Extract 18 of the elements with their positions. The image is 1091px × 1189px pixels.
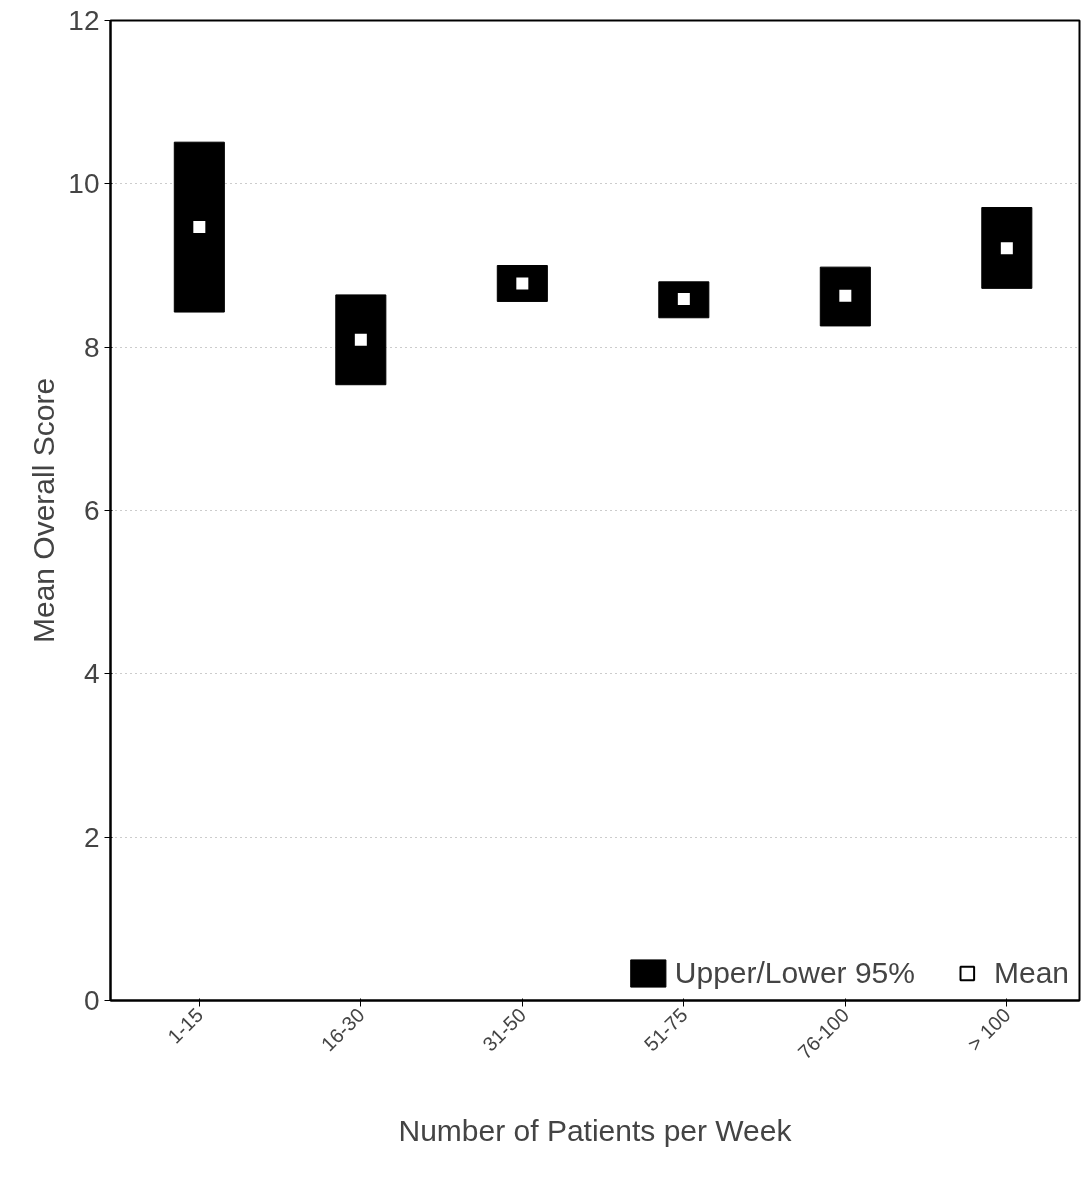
y-tick-label: 6	[83, 495, 100, 526]
bar	[981, 207, 1033, 289]
y-tick-label: 12	[68, 5, 100, 36]
y-tick-label: 8	[83, 331, 100, 363]
y-tick-label: 0	[83, 985, 100, 1016]
y-tick-label: 4	[83, 658, 100, 690]
bar	[819, 266, 871, 327]
legend-label: Mean	[993, 956, 1069, 990]
point	[352, 331, 369, 348]
x-tick-label: > 100	[963, 1003, 1015, 1056]
legend-label: Upper/Lower 95%	[674, 956, 915, 990]
x-axis-title: Number of Patients per Week	[398, 1114, 793, 1148]
bar	[173, 141, 225, 313]
y-axis-title: Mean Overall Score	[27, 377, 61, 644]
bar	[335, 294, 387, 386]
y-tick-label: 2	[83, 821, 100, 853]
point	[998, 240, 1015, 257]
y-tick-label: 10	[68, 168, 100, 200]
